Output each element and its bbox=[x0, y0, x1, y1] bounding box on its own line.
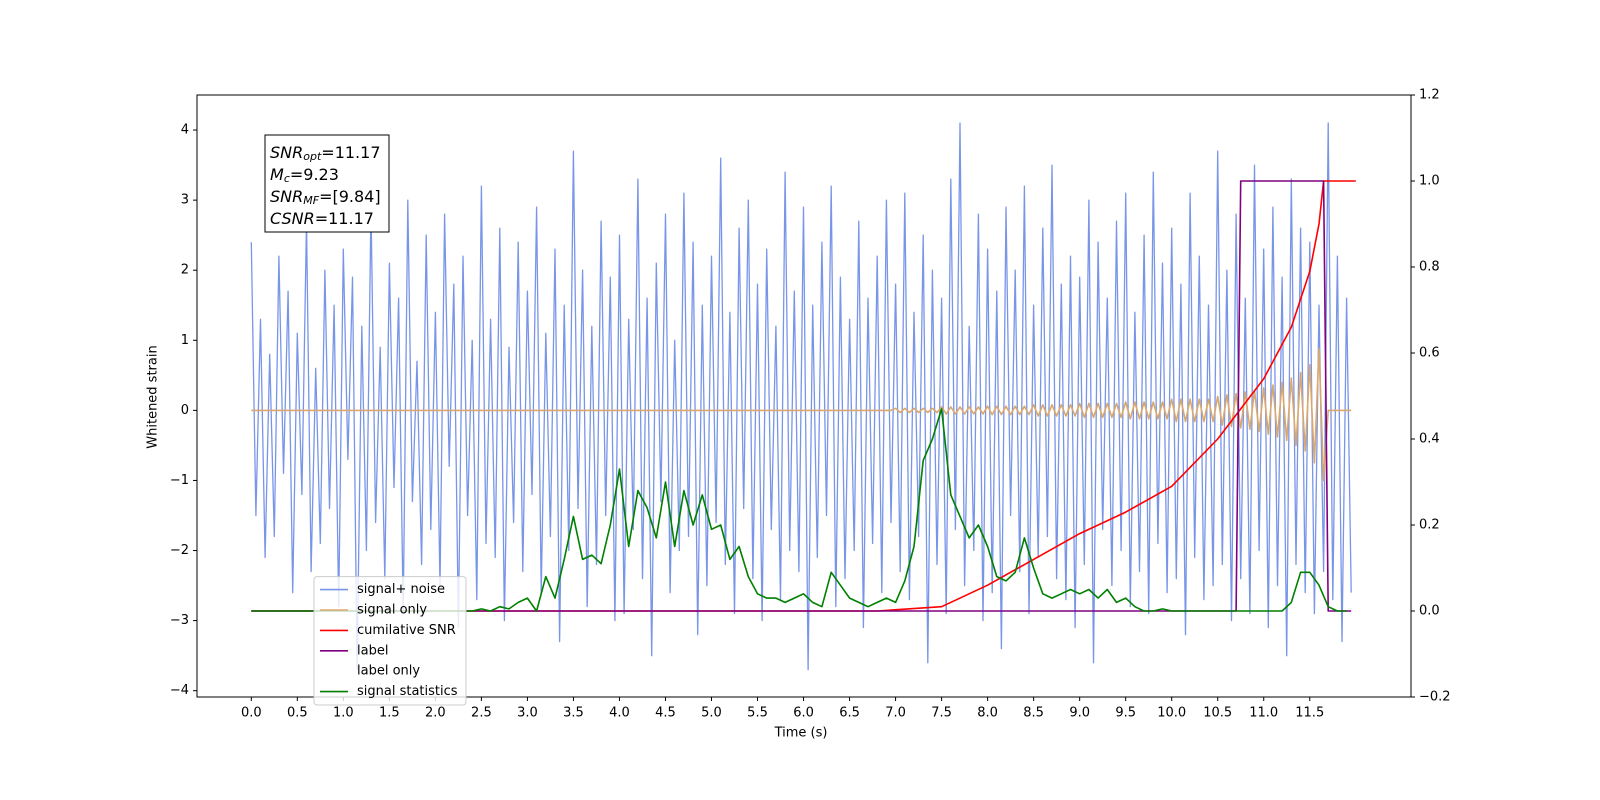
y-tick-label: −1 bbox=[170, 473, 189, 488]
x-tick-label: 6.0 bbox=[793, 706, 814, 721]
y-tick-label: −3 bbox=[170, 613, 189, 628]
x-tick-label: 7.5 bbox=[931, 706, 952, 721]
y-tick-label: 3 bbox=[181, 193, 189, 208]
y-tick-label: 4 bbox=[181, 123, 189, 138]
x-axis-label: Time (s) bbox=[774, 726, 828, 741]
x-tick-label: 9.5 bbox=[1115, 706, 1136, 721]
series-line bbox=[251, 180, 1356, 612]
x-tick-label: 10.0 bbox=[1157, 706, 1186, 721]
legend: signal+ noise signal only cumilative SNR la… bbox=[313, 576, 467, 706]
x-tick-label: 1.5 bbox=[379, 706, 400, 721]
y-tick-label: −4 bbox=[170, 683, 189, 698]
annotation-subscript: opt bbox=[303, 150, 322, 163]
x-tick-label: 2.0 bbox=[425, 706, 446, 721]
x-tick-label: 0.5 bbox=[287, 706, 308, 721]
annotation-value: =[9.84] bbox=[319, 187, 381, 206]
annotation-value: =11.17 bbox=[315, 209, 374, 228]
x-tick-label: 3.5 bbox=[563, 706, 584, 721]
legend-label: cumilative SNR bbox=[357, 623, 456, 638]
y-tick-label: −2 bbox=[170, 543, 189, 558]
legend-label: label bbox=[357, 643, 388, 658]
y-tick-label: 1 bbox=[181, 333, 189, 348]
annotation-subscript: c bbox=[284, 172, 290, 185]
y2-tick-label: 0.0 bbox=[1419, 604, 1440, 619]
y2-tick-label: 1.2 bbox=[1419, 88, 1440, 103]
x-tick-label: 0.0 bbox=[241, 706, 262, 721]
annotation-line: CSNR=11.17 bbox=[270, 209, 374, 228]
y2-tick-label: 0.8 bbox=[1419, 260, 1440, 275]
annotation-line: Mc=9.23 bbox=[270, 165, 339, 186]
y2-tick-label: 0.4 bbox=[1419, 432, 1440, 447]
annotation-value: =11.17 bbox=[321, 143, 380, 162]
annotation-line: SNRMF=[9.84] bbox=[270, 187, 381, 208]
y-tick-label: 2 bbox=[181, 263, 189, 278]
legend-box bbox=[313, 576, 467, 706]
annotation-line: SNRopt=11.17 bbox=[270, 143, 381, 164]
series-line bbox=[251, 347, 1352, 482]
legend-label: signal statistics bbox=[357, 684, 458, 699]
annotation-subscript: MF bbox=[303, 194, 319, 207]
legend-label: label only bbox=[357, 664, 420, 679]
annotation-symbol: CSNR bbox=[270, 209, 315, 228]
y-axis-label: Whitened strain bbox=[146, 345, 161, 448]
annotation-symbol: M bbox=[270, 165, 284, 184]
x-tick-label: 6.5 bbox=[839, 706, 860, 721]
x-tick-label: 10.5 bbox=[1203, 706, 1232, 721]
annotation: SNRopt=11.17Mc=9.23SNRMF=[9.84]CSNR=11.1… bbox=[264, 134, 390, 233]
y2-tick-label: 1.0 bbox=[1419, 174, 1440, 189]
legend-label: signal only bbox=[357, 603, 427, 618]
x-tick-label: 9.0 bbox=[1069, 706, 1090, 721]
x-tick-label: 7.0 bbox=[885, 706, 906, 721]
series-line bbox=[251, 180, 1352, 612]
x-tick-label: 4.5 bbox=[655, 706, 676, 721]
x-tick-label: 11.0 bbox=[1249, 706, 1278, 721]
y-tick-label: 0 bbox=[181, 403, 189, 418]
x-tick-label: 3.0 bbox=[517, 706, 538, 721]
y2-tick-label: 0.2 bbox=[1419, 518, 1440, 533]
x-tick-label: 11.5 bbox=[1295, 706, 1324, 721]
x-tick-label: 1.0 bbox=[333, 706, 354, 721]
x-tick-label: 2.5 bbox=[471, 706, 492, 721]
x-tick-label: 4.0 bbox=[609, 706, 630, 721]
x-tick-label: 5.5 bbox=[747, 706, 768, 721]
annotation-box bbox=[264, 134, 390, 233]
x-tick-label: 8.5 bbox=[1023, 706, 1044, 721]
annotation-symbol: SNR bbox=[270, 143, 303, 162]
x-tick-label: 8.0 bbox=[977, 706, 998, 721]
y2-tick-label: 0.6 bbox=[1419, 346, 1440, 361]
annotation-symbol: SNR bbox=[270, 187, 303, 206]
legend-label: signal+ noise bbox=[357, 582, 445, 597]
x-tick-label: 5.0 bbox=[701, 706, 722, 721]
y2-tick-label: −0.2 bbox=[1419, 690, 1451, 705]
series-line bbox=[250, 122, 1352, 671]
annotation-value: =9.23 bbox=[290, 165, 339, 184]
series-line bbox=[251, 408, 1347, 612]
